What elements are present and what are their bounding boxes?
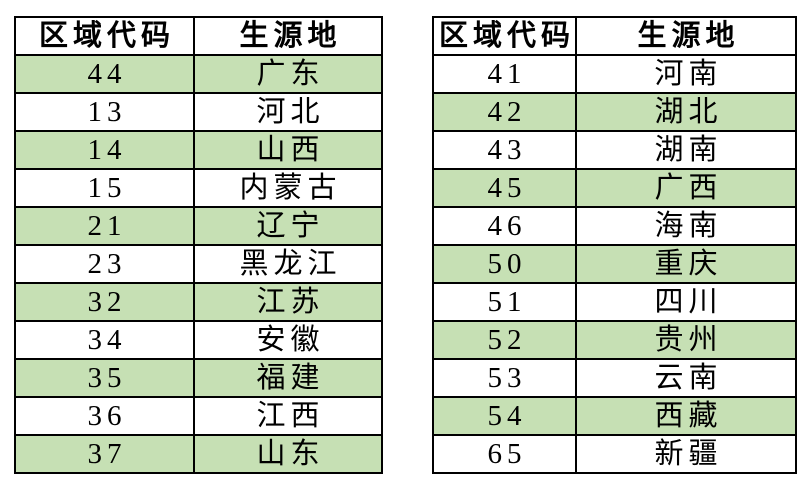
origin-cell: 重庆 <box>575 244 798 284</box>
table-row: 14 山西 <box>14 130 383 170</box>
origin-cell: 湖北 <box>575 92 798 132</box>
table-body-left: 44 广东 13 河北 14 山西 15 内蒙古 21 辽宁 23 黑龙江 32 江苏 34 安徽 35 福建 36… <box>14 54 383 474</box>
region-code-cell: 43 <box>431 130 578 170</box>
region-code-table-right: 区域代码 生源地 41 河南 42 湖北 43 湖南 45 广西 46 海南 50 重庆 51 四川 52 贵… <box>431 16 798 474</box>
origin-cell: 湖南 <box>575 130 798 170</box>
column-header-region-code: 区域代码 <box>14 16 195 56</box>
header-row: 区域代码 生源地 <box>431 16 798 56</box>
header-row: 区域代码 生源地 <box>14 16 383 56</box>
region-code-cell: 41 <box>431 54 578 94</box>
region-code-cell: 51 <box>431 282 578 322</box>
region-code-cell: 13 <box>14 92 195 132</box>
table-body-right: 41 河南 42 湖北 43 湖南 45 广西 46 海南 50 重庆 51 四川 52 贵州 53 云南 54 西藏… <box>431 54 798 474</box>
region-code-cell: 42 <box>431 92 578 132</box>
table-row: 43 湖南 <box>431 130 798 170</box>
table-row: 65 新疆 <box>431 434 798 474</box>
region-code-cell: 37 <box>14 434 195 474</box>
origin-cell: 海南 <box>575 206 798 246</box>
origin-cell: 四川 <box>575 282 798 322</box>
table-row: 42 湖北 <box>431 92 798 132</box>
origin-cell: 江苏 <box>193 282 383 322</box>
region-code-cell: 21 <box>14 206 195 246</box>
origin-cell: 云南 <box>575 358 798 398</box>
table-row: 35 福建 <box>14 358 383 398</box>
table-row: 21 辽宁 <box>14 206 383 246</box>
column-header-origin: 生源地 <box>575 16 798 56</box>
origin-cell: 江西 <box>193 396 383 436</box>
table-row: 32 江苏 <box>14 282 383 322</box>
table-row: 50 重庆 <box>431 244 798 284</box>
region-code-cell: 14 <box>14 130 195 170</box>
region-code-cell: 36 <box>14 396 195 436</box>
table-row: 54 西藏 <box>431 396 798 436</box>
table-row: 15 内蒙古 <box>14 168 383 208</box>
region-code-cell: 44 <box>14 54 195 94</box>
origin-cell: 辽宁 <box>193 206 383 246</box>
origin-cell: 河南 <box>575 54 798 94</box>
origin-cell: 河北 <box>193 92 383 132</box>
table-row: 13 河北 <box>14 92 383 132</box>
table-row: 51 四川 <box>431 282 798 322</box>
table-row: 36 江西 <box>14 396 383 436</box>
origin-cell: 黑龙江 <box>193 244 383 284</box>
region-code-cell: 53 <box>431 358 578 398</box>
column-header-origin: 生源地 <box>193 16 383 56</box>
region-code-cell: 23 <box>14 244 195 284</box>
origin-cell: 福建 <box>193 358 383 398</box>
region-code-cell: 50 <box>431 244 578 284</box>
region-code-cell: 52 <box>431 320 578 360</box>
region-code-table-left: 区域代码 生源地 44 广东 13 河北 14 山西 15 内蒙古 21 辽宁 23 黑龙江 32 江苏 3… <box>14 16 383 474</box>
origin-cell: 内蒙古 <box>193 168 383 208</box>
region-code-cell: 15 <box>14 168 195 208</box>
region-code-cell: 45 <box>431 168 578 208</box>
origin-cell: 贵州 <box>575 320 798 360</box>
region-code-cell: 35 <box>14 358 195 398</box>
origin-cell: 广东 <box>193 54 383 94</box>
table-row: 44 广东 <box>14 54 383 94</box>
region-code-cell: 46 <box>431 206 578 246</box>
origin-cell: 西藏 <box>575 396 798 436</box>
table-row: 45 广西 <box>431 168 798 208</box>
table-row: 37 山东 <box>14 434 383 474</box>
origin-cell: 山东 <box>193 434 383 474</box>
region-code-cell: 32 <box>14 282 195 322</box>
origin-cell: 安徽 <box>193 320 383 360</box>
region-code-cell: 54 <box>431 396 578 436</box>
table-row: 23 黑龙江 <box>14 244 383 284</box>
table-row: 41 河南 <box>431 54 798 94</box>
origin-cell: 新疆 <box>575 434 798 474</box>
table-row: 52 贵州 <box>431 320 798 360</box>
origin-cell: 山西 <box>193 130 383 170</box>
region-code-cell: 34 <box>14 320 195 360</box>
table-row: 34 安徽 <box>14 320 383 360</box>
region-code-cell: 65 <box>431 434 578 474</box>
column-header-region-code: 区域代码 <box>431 16 578 56</box>
origin-cell: 广西 <box>575 168 798 208</box>
table-row: 53 云南 <box>431 358 798 398</box>
table-row: 46 海南 <box>431 206 798 246</box>
